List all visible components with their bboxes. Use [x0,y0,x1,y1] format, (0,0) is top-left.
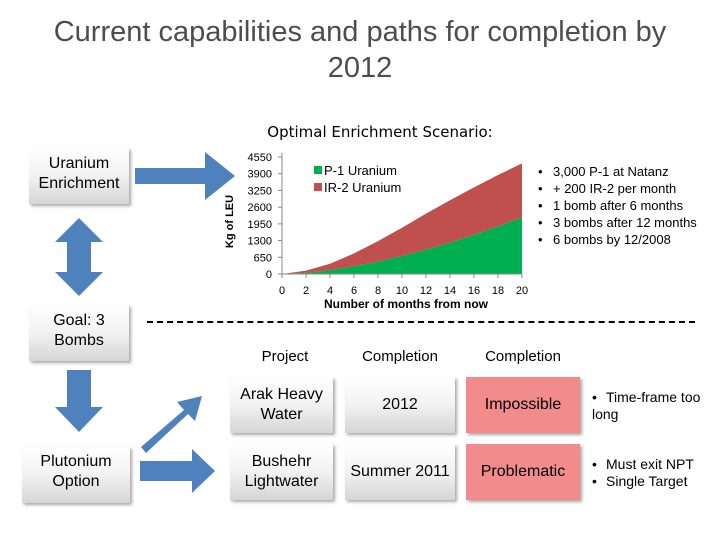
x-tick-label: 12 [420,285,432,297]
slide-title: Current capabilities and paths for compl… [53,16,667,84]
y-tick-label: 2600 [248,202,272,214]
arrow-right-icon [140,449,215,493]
enrichment-chart: 0 650 1300 1950 2600 3250 3900 4550 0 2 4 6 8 10 12 14 1… [224,152,528,311]
note-item: Single Target [592,473,712,490]
header-completion-status: Completion [485,348,561,365]
header-project: Project [261,348,309,365]
y-tick-label: 3250 [248,185,272,197]
bullet-item: 3,000 P-1 at Natanz [538,163,697,180]
arrow-down-icon [55,370,103,432]
x-tick-label: 14 [444,285,456,297]
project-arak: Arak Heavy Water [230,377,333,433]
notes-arak: Time-frame too long [592,389,702,423]
chart-title: Optimal Enrichment Scenario: [267,123,493,141]
y-tick-label: 1300 [248,236,272,248]
y-tick-label: 1950 [248,219,272,231]
legend-swatch [314,166,322,174]
x-tick-label: 2 [303,285,309,297]
uranium-enrichment-box: Uranium Enrichment [29,148,129,204]
arrow-diagonal-icon [141,396,202,453]
x-tick-label: 16 [468,285,480,297]
project-bushehr: Bushehr Lightwater [230,444,333,500]
y-axis-label: Kg of LEU [224,195,236,248]
x-tick-label: 8 [375,285,381,297]
note-item: Time-frame too long [592,389,702,423]
y-tick-label: 3900 [248,169,272,181]
completion-date-bushehr: Summer 2011 [345,444,455,500]
plutonium-option-box: Plutonium Option [22,447,130,503]
y-tick-label: 650 [254,252,272,264]
scenario-bullets: 3,000 P-1 at Natanz + 200 IR-2 per month… [538,163,697,248]
y-tick-label: 0 [266,269,272,281]
goal-box: Goal: 3 Bombs [29,305,129,361]
y-tick-label: 4550 [248,152,272,164]
bullet-item: 6 bombs by 12/2008 [538,231,697,248]
completion-date-arak: 2012 [345,377,455,433]
bullet-item: + 200 IR-2 per month [538,180,697,197]
legend-label: P-1 Uranium [324,163,397,178]
legend-label: IR-2 Uranium [324,180,401,195]
arrow-updown-icon [55,218,103,296]
x-tick-label: 6 [351,285,357,297]
x-tick-label: 10 [396,285,408,297]
x-tick-label: 18 [492,285,504,297]
x-tick-label: 20 [516,285,528,297]
x-tick-label: 4 [327,285,333,297]
section-divider [147,321,695,323]
bullet-item: 3 bombs after 12 months [538,214,697,231]
series-area-ir-2-uranium [282,163,522,274]
legend-swatch [314,183,322,191]
status-arak: Impossible [466,377,580,433]
x-tick-label: 0 [279,285,285,297]
status-bushehr: Problematic [466,444,580,500]
arrow-right-icon [135,152,235,200]
header-completion-date: Completion [362,348,438,365]
note-item: Must exit NPT [592,456,712,473]
bullet-item: 1 bomb after 6 months [538,197,697,214]
notes-bushehr: Must exit NPT Single Target [592,456,712,490]
series-area-p-1-uranium [282,217,522,274]
x-axis-label: Number of months from now [324,297,489,311]
